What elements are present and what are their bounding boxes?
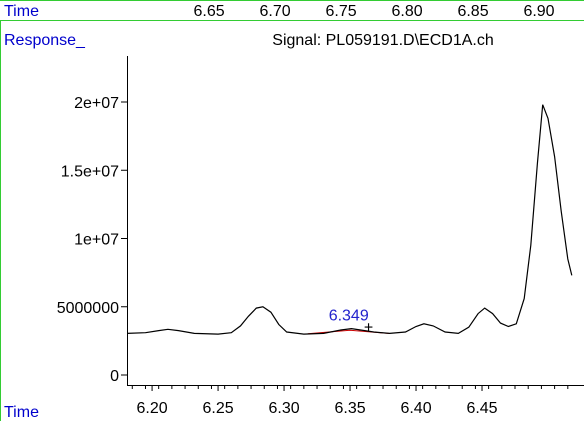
top-tick-label: 6.85: [457, 3, 488, 20]
chart-title: Signal: PL059191.D\ECD1A.ch: [272, 32, 493, 49]
top-tick-label: 6.80: [391, 3, 422, 20]
x-tick-label: 6.35: [334, 400, 365, 417]
x-tick-label: 6.45: [466, 400, 497, 417]
x-tick-label: 6.40: [400, 400, 431, 417]
top-tick-label: 6.75: [325, 3, 356, 20]
y-tick-label: 1e+07: [74, 232, 119, 249]
x-tick-label: 6.30: [268, 400, 299, 417]
top-axis-label: Time: [4, 3, 39, 20]
peak-label: 6.349: [329, 308, 369, 325]
y-tick-label: 5000000: [57, 300, 119, 317]
top-tick-label: 6.70: [259, 3, 290, 20]
cursor-marker: +: [364, 320, 373, 337]
y-tick-label: 2e+07: [74, 95, 119, 112]
x-axis-label: Time: [4, 404, 39, 421]
top-tick-label: 6.65: [194, 3, 225, 20]
signal-trace: [126, 104, 573, 335]
y-tick-label: 0: [110, 368, 119, 385]
x-tick-label: 6.25: [202, 400, 233, 417]
y-tick-label: 1.5e+07: [61, 163, 119, 180]
x-tick-label: 6.20: [137, 400, 168, 417]
y-axis-label: Response_: [4, 32, 86, 49]
top-tick-label: 6.90: [523, 3, 554, 20]
